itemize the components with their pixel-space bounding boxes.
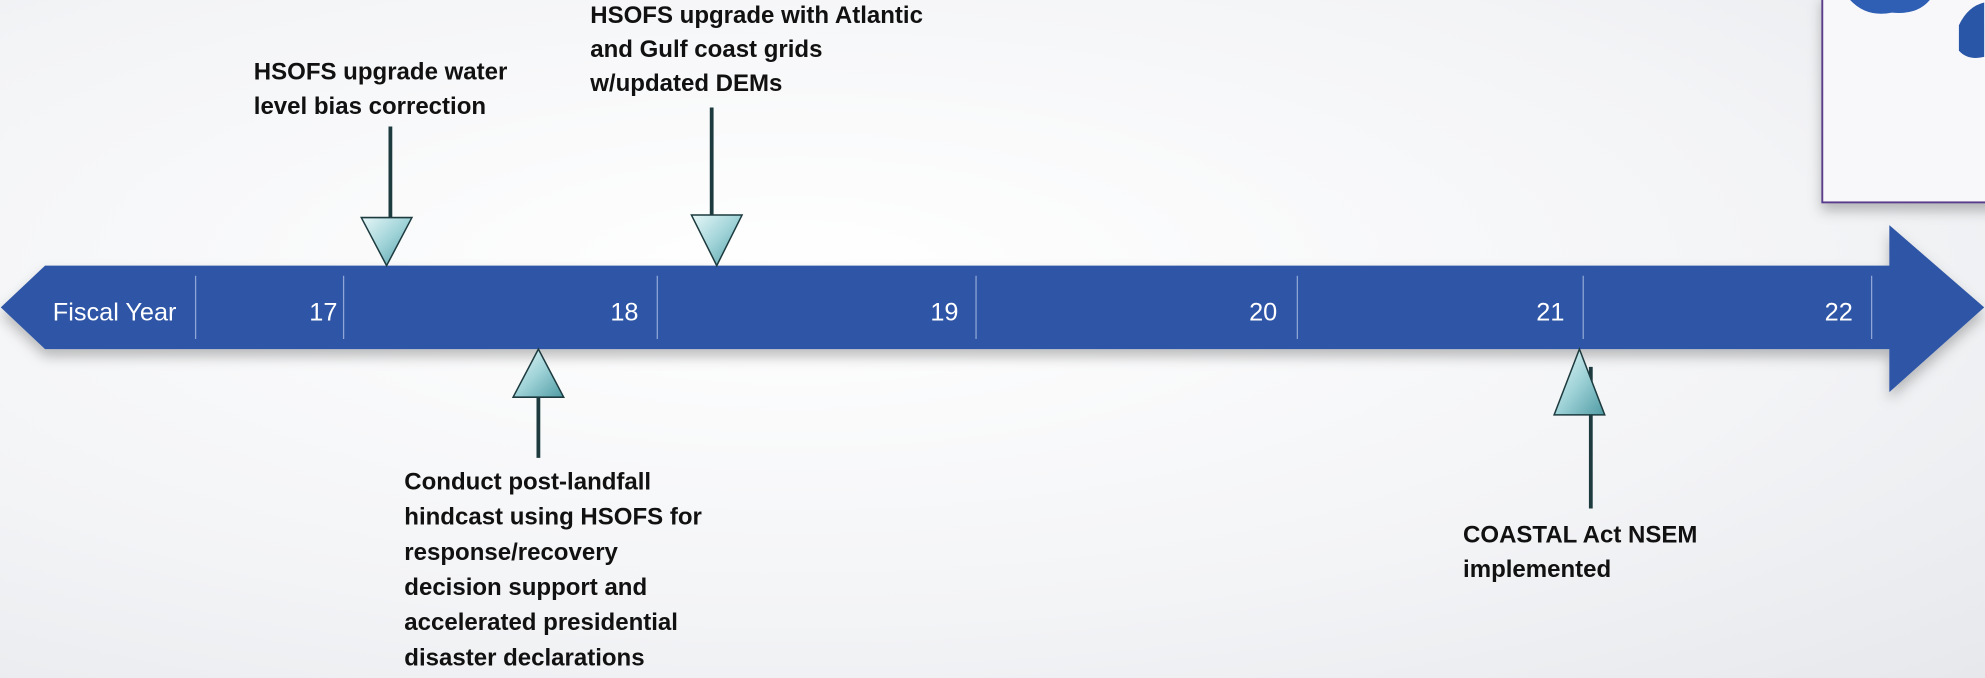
year-label: 20	[1249, 298, 1277, 326]
map-inset	[1822, 0, 1985, 202]
event-label: HSOFS upgrade water	[254, 59, 508, 86]
event-label: implemented	[1463, 556, 1611, 583]
page: {"timeline": {"label": "Fiscal Year", "y…	[0, 0, 1985, 678]
year-label: 22	[1825, 298, 1853, 326]
timeline-band	[1, 225, 1984, 392]
year-label: 17	[309, 298, 337, 326]
event-label: Conduct post-landfall	[404, 469, 651, 496]
event-label: disaster declarations	[404, 644, 644, 671]
event-label: decision support and	[404, 574, 647, 601]
event-label: and Gulf coast grids	[590, 36, 822, 63]
event-label: accelerated presidential	[404, 609, 678, 636]
event-label: level bias correction	[254, 93, 486, 120]
event-label: COASTAL Act NSEM	[1463, 522, 1697, 549]
event-label: HSOFS upgrade with Atlantic	[590, 2, 923, 29]
year-label: 18	[610, 298, 638, 326]
event-label: response/recovery	[404, 539, 618, 566]
timeline-diagram: Fiscal Year 17 18 19 20 21 22 HSOFS upgrade wat…	[0, 0, 1985, 678]
event-label: w/updated DEMs	[589, 70, 782, 97]
timeline-label: Fiscal Year	[53, 298, 177, 326]
year-label: 19	[930, 298, 958, 326]
year-label: 21	[1536, 298, 1564, 326]
event-label: hindcast using HSOFS for	[404, 504, 702, 531]
